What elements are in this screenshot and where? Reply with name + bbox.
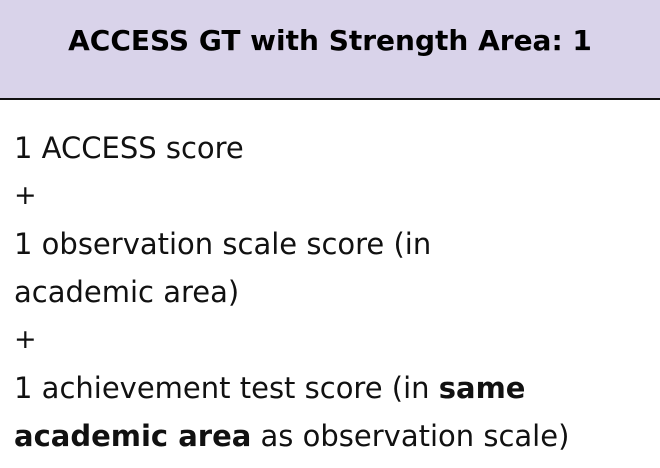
access-score-text: 1 ACCESS score bbox=[14, 131, 244, 165]
achievement-suffix: as observation scale) bbox=[251, 419, 570, 453]
achievement-test-text-line-1: 1 achievement test score (in same bbox=[14, 364, 654, 412]
plus-sign: + bbox=[14, 180, 37, 211]
achievement-test-text-line-2: academic area as observation scale) bbox=[14, 412, 654, 460]
plus-sign: + bbox=[14, 324, 37, 355]
observation-scale-text-line-2: academic area) bbox=[14, 275, 240, 309]
achievement-emphasis-academic-area: academic area bbox=[14, 419, 252, 453]
achievement-prefix: 1 achievement test score (in bbox=[14, 371, 439, 405]
card-title: ACCESS GT with Strength Area: 1 bbox=[68, 24, 592, 57]
observation-scale-text-line-1: 1 observation scale score (in bbox=[14, 227, 432, 261]
criteria-list: 1 ACCESS score + 1 observation scale sco… bbox=[14, 124, 654, 460]
achievement-emphasis-same: same bbox=[438, 371, 526, 405]
card-header: ACCESS GT with Strength Area: 1 bbox=[0, 0, 660, 100]
